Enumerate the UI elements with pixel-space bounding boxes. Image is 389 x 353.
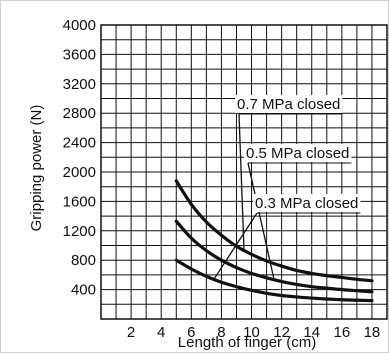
annotation-label-1: 0.7 MPa closed	[237, 96, 340, 113]
annotation-label-3: 0.3 MPa closed	[255, 195, 358, 212]
series-layer	[174, 179, 374, 303]
y-tick-label: 1200	[63, 223, 96, 240]
x-tick-label: 8	[217, 324, 225, 341]
x-axis-title: Length of finger (cm)	[178, 334, 316, 351]
series-line-2	[174, 219, 374, 294]
x-tick-label: 16	[333, 324, 350, 341]
grid-layer	[100, 24, 388, 320]
y-tick-label: 2000	[63, 164, 96, 181]
x-tick-label: 2	[127, 324, 135, 341]
y-tick-label: 3200	[63, 76, 96, 93]
y-tick-label: 1600	[63, 193, 96, 210]
y-tick-label: 3600	[63, 46, 96, 63]
annotation-leader-2	[247, 162, 275, 280]
annotation-label-2: 0.5 MPa closed	[246, 145, 349, 162]
plot-frame	[100, 24, 388, 320]
x-tick-label: 12	[273, 324, 290, 341]
series-line-1	[174, 179, 374, 283]
y-tick-label: 2800	[63, 105, 96, 122]
annotation-leader-1	[238, 113, 245, 251]
y-tick-label: 4000	[63, 17, 96, 34]
x-tick-label: 18	[364, 324, 381, 341]
y-tick-label: 2400	[63, 135, 96, 152]
x-tick-label: 4	[157, 324, 165, 341]
x-tick-label: 14	[303, 324, 320, 341]
y-axis-title: Gripping power (N)	[28, 105, 45, 232]
x-tick-label: 10	[243, 324, 260, 341]
annotation-layer: 0.7 MPa closed 0.5 MPa closed 0.3 MPa clos…	[213, 95, 361, 280]
x-tick-label: 6	[187, 324, 195, 341]
tick-labels: 400 800 1200 1600 2000 2400 2800 3200 3600 4000 2 4…	[63, 17, 381, 341]
y-tick-label: 800	[71, 252, 96, 269]
annotation-leader-3	[213, 212, 258, 280]
annotation-background	[235, 95, 343, 113]
series-line-3	[174, 258, 374, 303]
y-tick-label: 400	[71, 282, 96, 299]
annotation-background	[244, 144, 352, 162]
annotation-background	[253, 194, 361, 212]
